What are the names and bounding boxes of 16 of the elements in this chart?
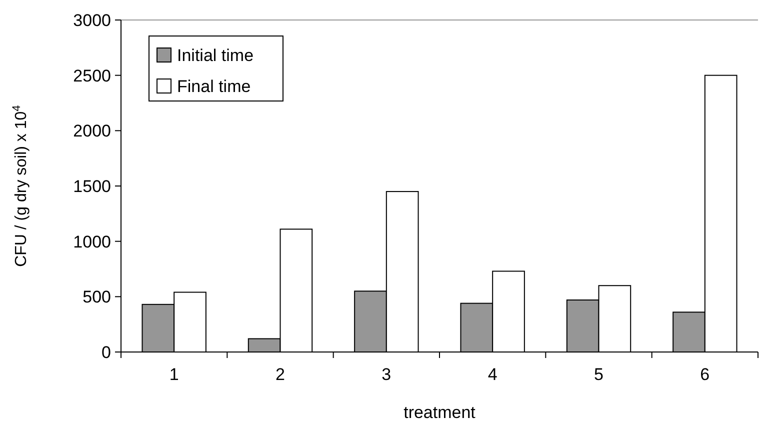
legend-label: Initial time [177,46,254,65]
y-tick-label: 500 [82,288,111,307]
x-tick-label: 5 [594,365,604,384]
y-tick-label: 2000 [73,122,111,141]
x-tick-label: 6 [700,365,710,384]
y-tick-label: 3000 [73,10,111,30]
x-tick-label: 1 [169,365,179,384]
x-tick-label: 4 [488,365,498,384]
y-tick-label: 1500 [73,176,111,196]
y-tick-label: 1000 [73,232,111,252]
x-tick-label: 2 [276,365,285,384]
legend-label: Final time [177,76,251,96]
x-axis-title: treatment [404,403,476,422]
y-tick-label: 2500 [73,66,111,86]
x-tick-label: 3 [382,365,392,384]
y-tick-label: 0 [102,342,111,362]
